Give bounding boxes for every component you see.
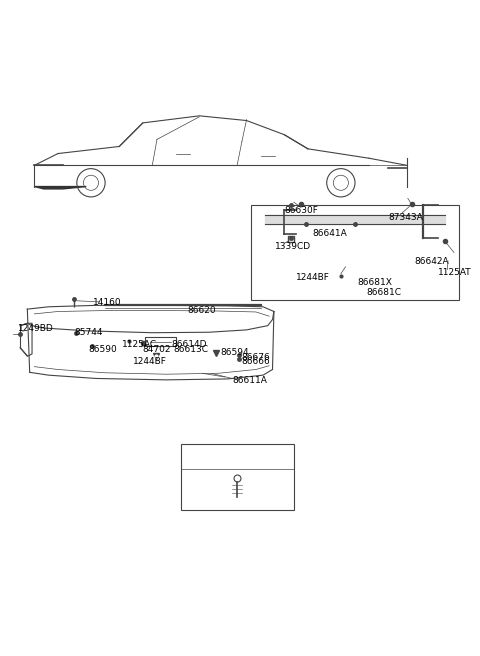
Text: 86613C: 86613C: [173, 345, 208, 354]
Text: 86614D: 86614D: [171, 340, 206, 349]
Text: 84702: 84702: [143, 345, 171, 354]
Text: 86641A: 86641A: [312, 229, 348, 238]
Text: 86666: 86666: [242, 358, 271, 367]
Text: 14160: 14160: [93, 298, 122, 306]
Polygon shape: [35, 186, 86, 189]
Bar: [180, 443, 294, 510]
Text: 86611A: 86611A: [232, 377, 267, 385]
Text: 86681C: 86681C: [367, 288, 402, 297]
Text: 86681X: 86681X: [358, 278, 392, 287]
FancyBboxPatch shape: [252, 205, 459, 300]
Text: 1125AC: 1125AC: [121, 340, 157, 349]
Text: 1249BD: 1249BD: [18, 325, 54, 333]
Text: 86620: 86620: [188, 306, 216, 315]
Text: 1244BF: 1244BF: [296, 273, 330, 281]
Text: 86590: 86590: [89, 345, 118, 354]
Text: 1125AD: 1125AD: [232, 468, 271, 478]
Text: 1125AT: 1125AT: [438, 268, 471, 277]
Text: 86630F: 86630F: [284, 205, 318, 215]
Text: 1244BF: 1244BF: [133, 356, 168, 365]
Text: 86642A: 86642A: [414, 258, 449, 266]
Text: 1339CD: 1339CD: [275, 243, 311, 251]
Text: 87343A: 87343A: [388, 213, 423, 222]
Text: 85744: 85744: [74, 328, 103, 337]
Text: 86594: 86594: [221, 348, 249, 357]
Text: 86676: 86676: [242, 353, 271, 361]
